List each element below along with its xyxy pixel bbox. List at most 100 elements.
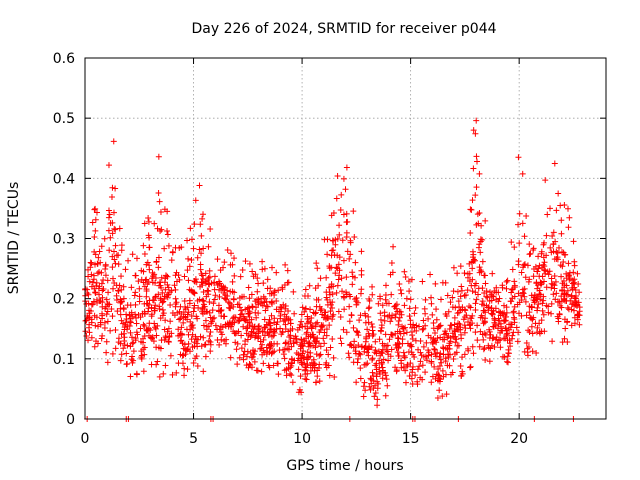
data-point: [236, 354, 243, 361]
data-point: [454, 323, 461, 330]
data-point: [98, 280, 105, 287]
data-point: [403, 295, 410, 302]
data-point: [571, 276, 578, 283]
data-point: [452, 328, 459, 335]
data-point: [129, 313, 136, 320]
data-point: [141, 220, 148, 227]
data-point: [338, 275, 345, 282]
data-point: [121, 341, 128, 348]
data-point: [329, 305, 336, 312]
data-point: [489, 293, 496, 300]
data-point: [264, 303, 271, 310]
data-point: [101, 235, 108, 242]
data-point: [398, 290, 405, 297]
data-point: [357, 351, 364, 358]
data-point: [118, 242, 125, 249]
data-point: [257, 338, 264, 345]
data-point: [519, 289, 526, 296]
data-point: [428, 300, 435, 307]
data-point: [507, 340, 514, 347]
data-point: [495, 289, 502, 296]
data-point: [399, 323, 406, 330]
data-point: [271, 348, 278, 355]
data-point: [445, 354, 452, 361]
data-point: [92, 322, 99, 329]
data-point: [262, 307, 269, 314]
data-point: [550, 229, 557, 236]
data-point: [405, 278, 412, 285]
data-point: [400, 330, 407, 337]
data-point: [85, 337, 92, 344]
data-point: [422, 322, 429, 329]
data-point: [389, 332, 396, 339]
data-point: [202, 270, 209, 277]
data-point: [515, 154, 522, 161]
data-point: [336, 267, 343, 274]
data-point: [353, 379, 360, 386]
data-point: [157, 297, 164, 304]
data-point: [555, 190, 562, 197]
data-point: [329, 316, 336, 323]
data-point: [438, 359, 445, 366]
data-point: [267, 340, 274, 347]
data-point: [469, 258, 476, 265]
data-point: [381, 309, 388, 316]
data-point: [295, 351, 302, 358]
data-point: [123, 316, 130, 323]
data-point: [547, 205, 554, 212]
data-point: [332, 236, 339, 243]
data-point: [538, 328, 545, 335]
data-point: [323, 347, 330, 354]
data-point: [281, 355, 288, 362]
data-point: [287, 332, 294, 339]
data-point: [220, 283, 227, 290]
data-point: [274, 360, 281, 367]
data-point: [543, 252, 550, 259]
data-point: [432, 280, 439, 287]
data-point: [521, 233, 528, 240]
data-point: [372, 389, 379, 396]
data-point: [106, 247, 113, 254]
data-point: [537, 296, 544, 303]
data-point: [466, 303, 473, 310]
data-point: [504, 330, 511, 337]
data-point: [197, 266, 204, 273]
data-point: [552, 238, 559, 245]
data-point: [320, 335, 327, 342]
data-point: [246, 260, 253, 267]
data-point: [208, 320, 215, 327]
data-point: [91, 343, 98, 350]
data-point: [557, 302, 564, 309]
data-point: [146, 297, 153, 304]
data-point: [401, 302, 408, 309]
data-point: [122, 321, 129, 328]
data-point: [114, 308, 121, 315]
data-point: [476, 170, 483, 177]
data-point: [388, 291, 395, 298]
data-point: [561, 202, 568, 209]
data-point: [551, 282, 558, 289]
data-point: [574, 270, 581, 277]
data-point: [155, 189, 162, 196]
data-point: [217, 267, 224, 274]
data-point: [481, 302, 487, 309]
data-point: [379, 375, 386, 382]
data-point: [127, 343, 134, 350]
data-point: [342, 186, 349, 193]
data-point: [432, 353, 439, 360]
data-point: [408, 341, 415, 348]
data-point: [569, 280, 576, 287]
data-point: [529, 348, 536, 355]
data-point: [457, 263, 464, 270]
data-point: [454, 320, 461, 327]
data-point: [482, 272, 489, 279]
data-point: [317, 307, 324, 314]
data-point: [145, 325, 152, 332]
data-point: [134, 331, 141, 338]
data-point: [184, 267, 191, 274]
data-point: [184, 316, 191, 323]
data-point: [343, 274, 350, 281]
data-point: [162, 286, 169, 293]
data-point: [106, 301, 113, 308]
data-point: [197, 221, 204, 228]
